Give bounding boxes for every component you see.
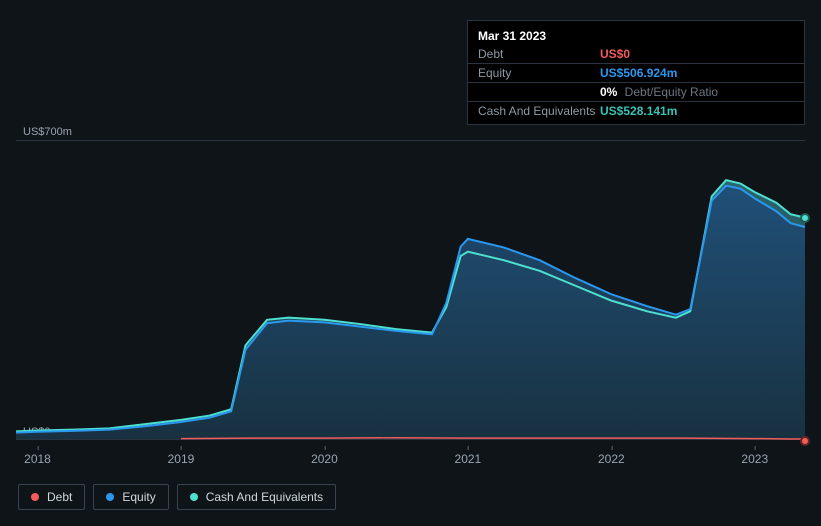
tooltip-row: DebtUS$0 [468, 45, 804, 63]
tooltip-row-suffix: Debt/Equity Ratio [621, 85, 718, 99]
tooltip-date: Mar 31 2023 [468, 25, 804, 45]
legend-item-cash-and-equivalents[interactable]: Cash And Equivalents [177, 484, 336, 510]
tooltip-row-value: US$0 [600, 47, 630, 61]
tooltip-row-value: US$528.141m [600, 104, 677, 118]
legend-swatch [106, 493, 114, 501]
legend-label: Debt [47, 490, 72, 504]
tooltip-row-label: Equity [478, 66, 600, 80]
x-tick: 2022 [598, 452, 625, 466]
chart-legend: Debt Equity Cash And Equivalents [18, 484, 336, 510]
cash-end-marker [800, 213, 810, 223]
legend-item-debt[interactable]: Debt [18, 484, 85, 510]
legend-swatch [190, 493, 198, 501]
x-tick: 2018 [24, 452, 51, 466]
x-tick: 2023 [741, 452, 768, 466]
x-tick: 2019 [168, 452, 195, 466]
legend-label: Cash And Equivalents [206, 490, 323, 504]
y-axis-label-top: US$700m [23, 126, 72, 138]
tooltip-row: Cash And EquivalentsUS$528.141m [468, 101, 804, 120]
chart-plot-area[interactable] [16, 140, 805, 440]
tooltip-row-label: Debt [478, 47, 600, 61]
tooltip-row-value: US$506.924m [600, 66, 677, 80]
tooltip-row-label [478, 85, 600, 99]
tooltip-row: EquityUS$506.924m [468, 63, 804, 82]
chart-tooltip: Mar 31 2023 DebtUS$0EquityUS$506.924m0% … [467, 20, 805, 125]
debt-equity-chart: US$700m US$0 201820192020202120222023 [16, 120, 805, 475]
x-tick: 2020 [311, 452, 338, 466]
legend-item-equity[interactable]: Equity [93, 484, 168, 510]
tooltip-row: 0% Debt/Equity Ratio [468, 82, 804, 101]
legend-label: Equity [122, 490, 155, 504]
x-tick: 2021 [455, 452, 482, 466]
tooltip-row-label: Cash And Equivalents [478, 104, 600, 118]
tooltip-row-value: 0% Debt/Equity Ratio [600, 85, 718, 99]
debt-line [181, 438, 805, 439]
debt-end-marker [800, 436, 810, 446]
legend-swatch [31, 493, 39, 501]
x-axis: 2018 2019 2020 2021 2022 2023 [16, 448, 805, 468]
